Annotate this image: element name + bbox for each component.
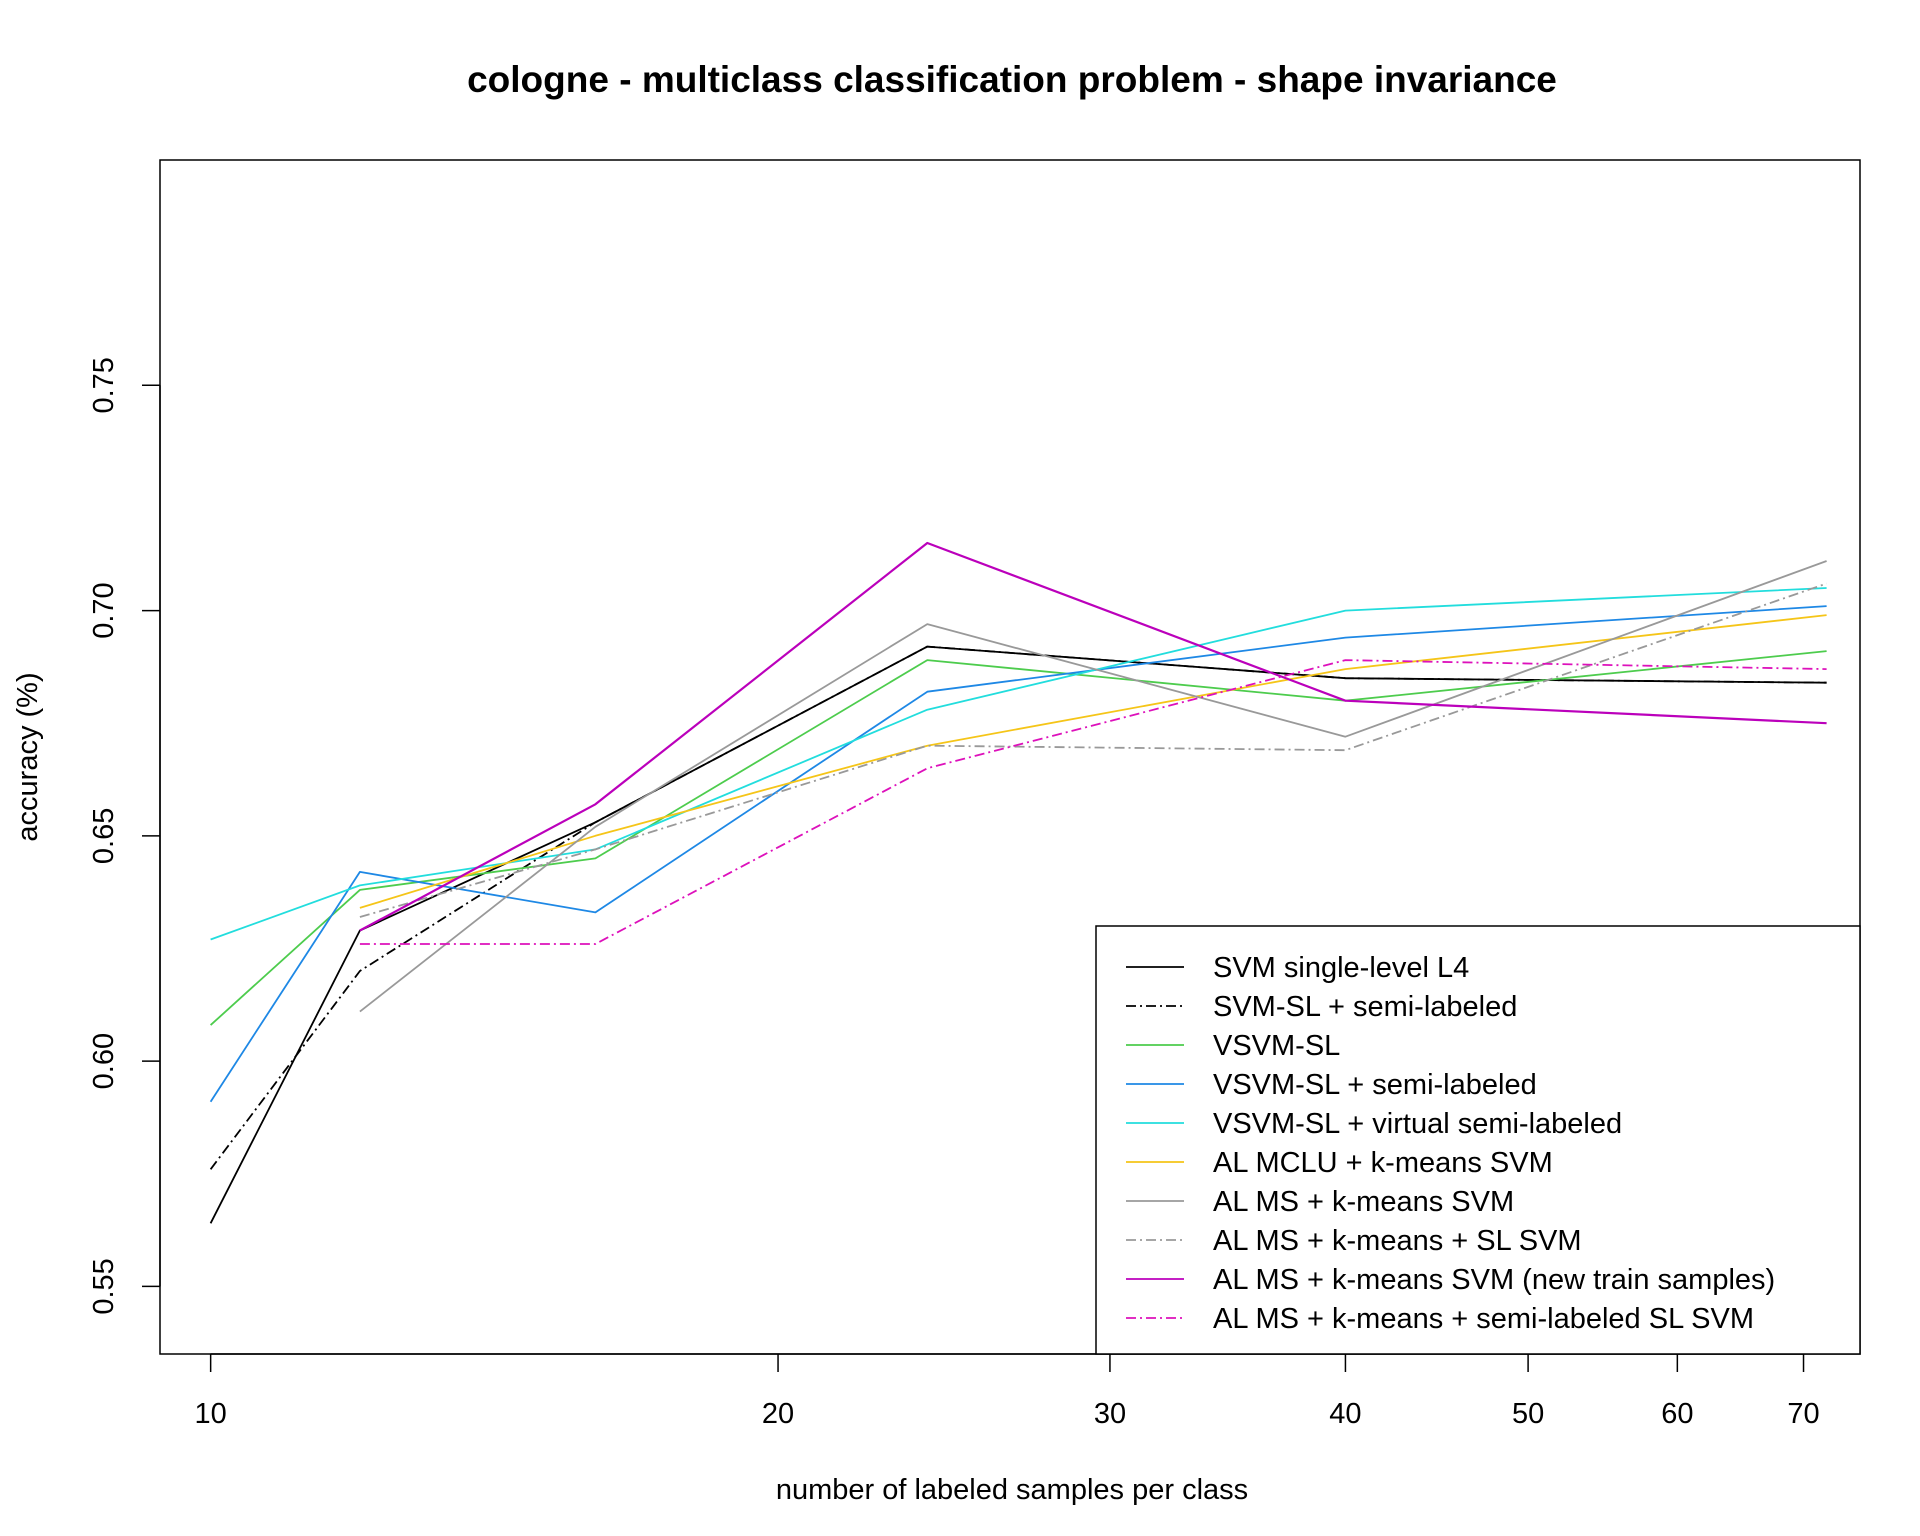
- series-line-2: [209, 645, 1827, 1170]
- series-line-6: [359, 614, 1827, 909]
- series-line-4: [209, 605, 1827, 1103]
- series-line-3: [209, 650, 1827, 1026]
- y-axis-label: accuracy (%): [12, 672, 44, 841]
- y-tick-label: 0.55: [88, 1258, 120, 1314]
- y-tick-label: 0.75: [88, 357, 120, 413]
- series-line-9: [359, 541, 1827, 932]
- legend-label: AL MS + k-means SVM (new train samples): [1213, 1264, 1775, 1296]
- legend-label: VSVM-SL: [1213, 1030, 1340, 1062]
- series-layer: [209, 541, 1827, 1224]
- x-tick-label: 20: [762, 1398, 794, 1430]
- series-line-8: [359, 582, 1827, 918]
- y-tick-label: 0.70: [88, 582, 120, 638]
- x-tick-label: 70: [1787, 1398, 1819, 1430]
- legend-label: SVM-SL + semi-labeled: [1213, 991, 1517, 1023]
- x-axis: 10 20 30 40 50 60 70: [195, 1353, 1820, 1430]
- x-tick-label: 60: [1661, 1398, 1693, 1430]
- y-tick-label: 0.65: [88, 808, 120, 864]
- legend-box: [1095, 925, 1861, 1355]
- legend-label: AL MCLU + k-means SVM: [1213, 1147, 1553, 1179]
- legend-label: VSVM-SL + virtual semi-labeled: [1213, 1108, 1622, 1140]
- legend-label: AL MS + k-means + SL SVM: [1213, 1225, 1582, 1257]
- x-axis-label: number of labeled samples per class: [776, 1474, 1248, 1506]
- legend-label: AL MS + k-means SVM: [1213, 1186, 1514, 1218]
- y-axis: 0.55 0.60 0.65 0.70 0.75: [88, 357, 161, 1315]
- legend-label: AL MS + k-means + semi-labeled SL SVM: [1213, 1303, 1754, 1335]
- series-line-5: [210, 587, 1827, 941]
- x-tick-label: 50: [1512, 1398, 1544, 1430]
- chart-title: cologne - multiclass classification prob…: [467, 59, 1557, 100]
- legend-label: SVM single-level L4: [1213, 952, 1469, 984]
- series-line-10: [359, 659, 1827, 945]
- y-tick-label: 0.60: [88, 1033, 120, 1089]
- series-line-7: [359, 560, 1827, 1013]
- x-tick-label: 30: [1094, 1398, 1126, 1430]
- x-tick-label: 40: [1329, 1398, 1361, 1430]
- x-tick-label: 10: [195, 1398, 227, 1430]
- legend-label: VSVM-SL + semi-labeled: [1213, 1069, 1537, 1101]
- legend[interactable]: SVM single-level L4 SVM-SL + semi-labeled…: [1095, 925, 1861, 1355]
